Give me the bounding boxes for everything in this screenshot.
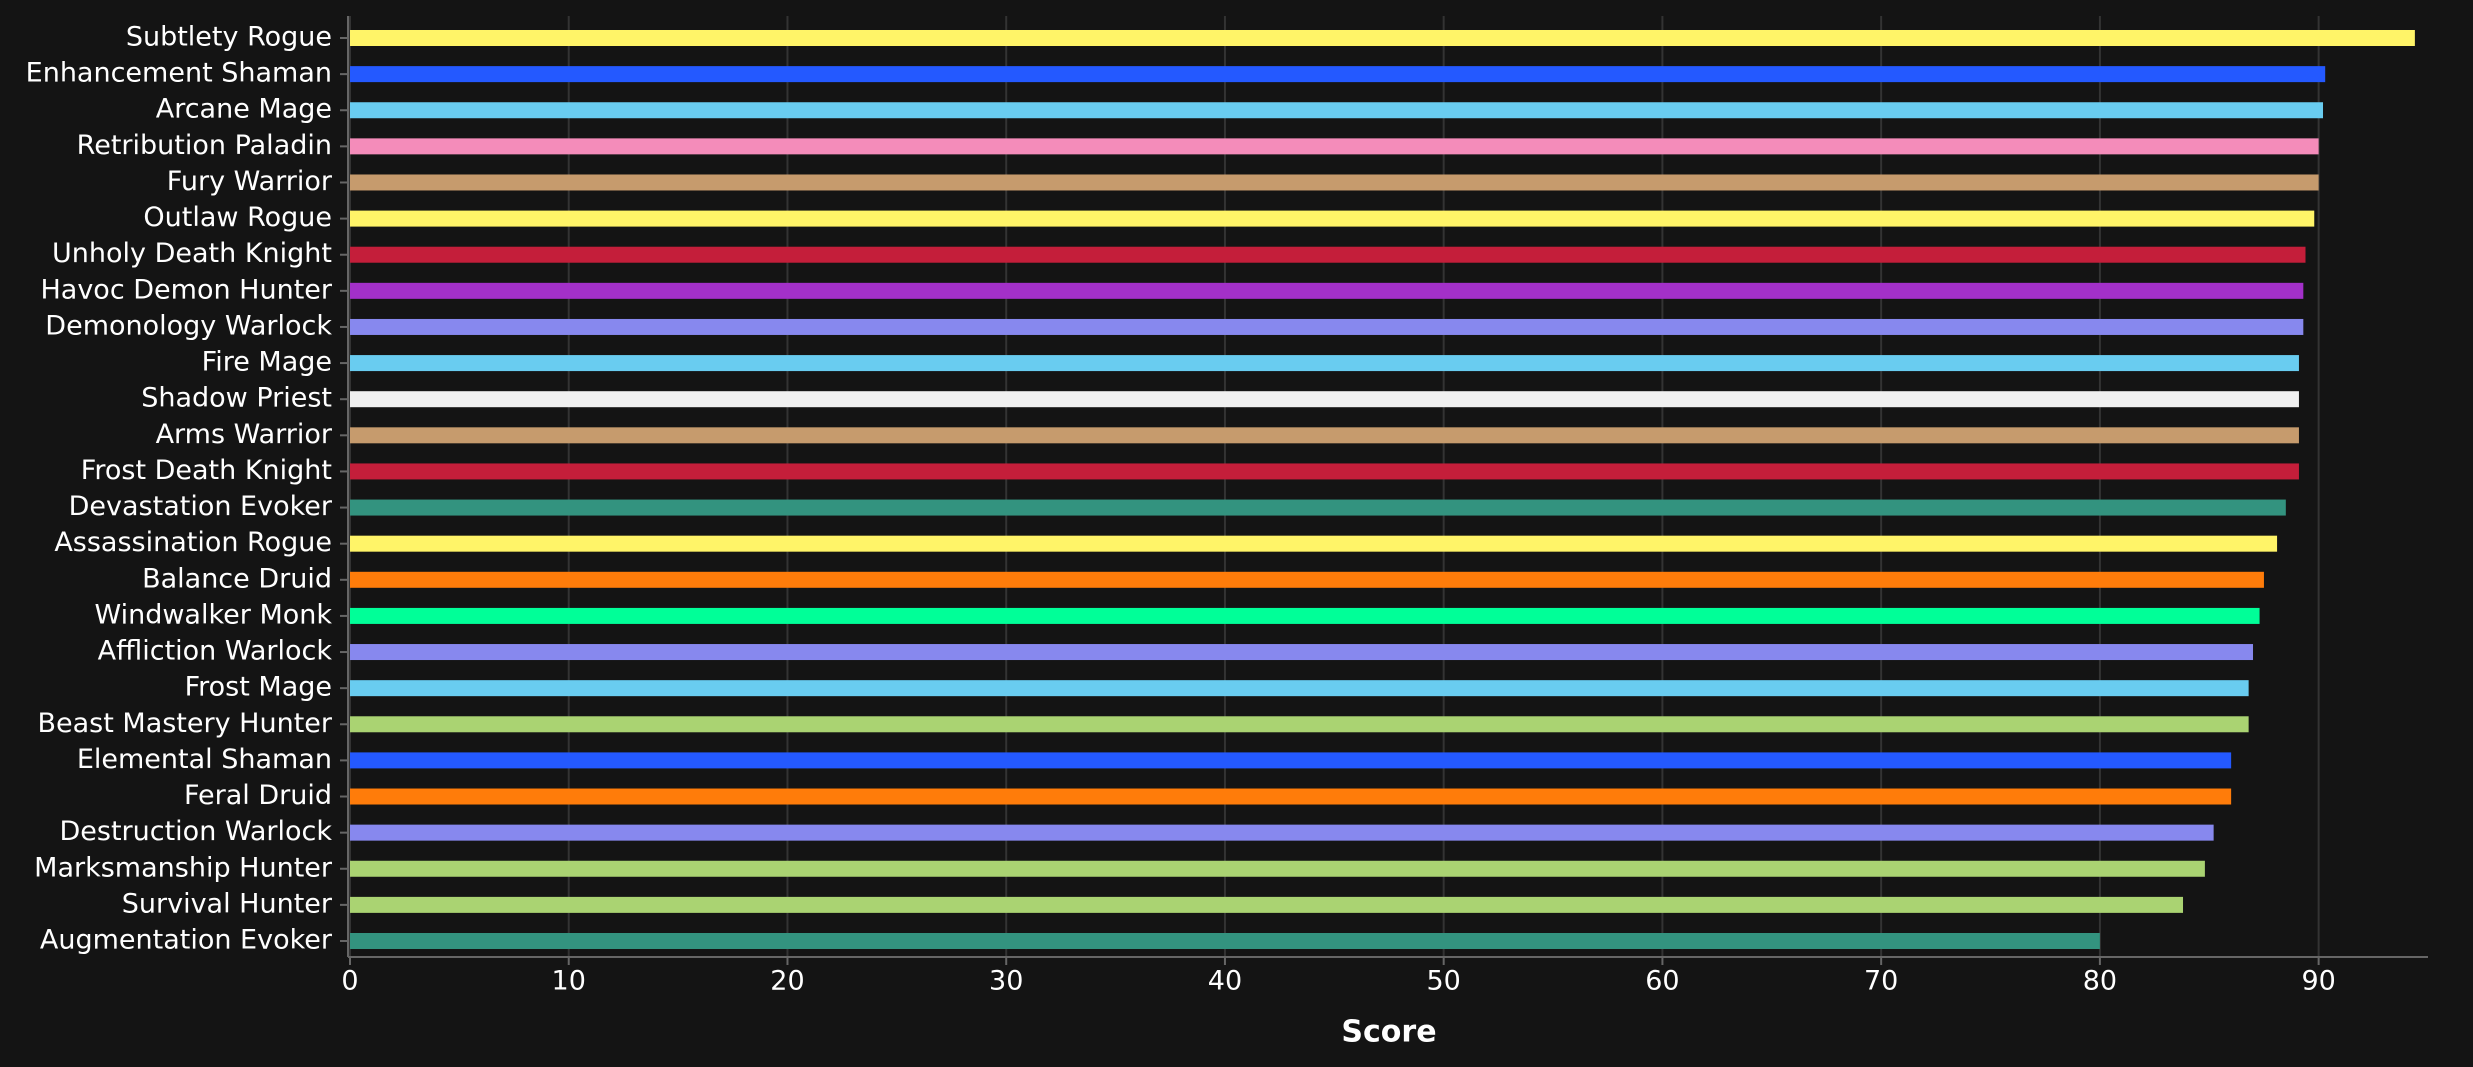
bar xyxy=(350,896,2184,913)
bar xyxy=(350,680,2249,697)
y-tick-label: Feral Druid xyxy=(184,780,332,811)
bar xyxy=(350,644,2254,661)
y-tick-label: Fury Warrior xyxy=(167,166,333,197)
y-tick-label: Arms Warrior xyxy=(156,419,333,450)
bar xyxy=(350,716,2249,733)
x-tick-label: 30 xyxy=(989,966,1023,997)
bar xyxy=(350,824,2214,841)
y-tick-label: Frost Death Knight xyxy=(81,455,332,486)
x-tick-label: 90 xyxy=(2301,966,2335,997)
bar xyxy=(350,607,2260,624)
bar xyxy=(350,282,2304,299)
bar xyxy=(350,30,2415,46)
y-tick-label: Affliction Warlock xyxy=(98,636,333,667)
bar xyxy=(350,427,2299,444)
bar xyxy=(350,174,2319,191)
bar xyxy=(350,752,2232,769)
bar xyxy=(350,571,2264,588)
y-tick-label: Frost Mage xyxy=(185,672,332,703)
bar xyxy=(350,102,2324,119)
y-tick-label: Assassination Rogue xyxy=(54,527,332,558)
x-tick-label: 0 xyxy=(341,966,358,997)
x-tick-label: 50 xyxy=(1427,966,1461,997)
bar xyxy=(350,499,2286,516)
y-tick-label: Windwalker Monk xyxy=(94,599,332,630)
bar xyxy=(350,355,2299,372)
x-axis-label: Score xyxy=(1341,1015,1436,1050)
x-tick-label: 10 xyxy=(552,966,586,997)
y-tick-label: Balance Druid xyxy=(142,563,332,594)
y-tick-label: Outlaw Rogue xyxy=(143,202,332,233)
bar xyxy=(350,860,2205,877)
y-tick-label: Augmentation Evoker xyxy=(40,925,333,956)
bar xyxy=(350,246,2306,263)
y-tick-label: Marksmanship Hunter xyxy=(34,852,333,883)
y-tick-label: Havoc Demon Hunter xyxy=(40,274,332,305)
x-tick-label: 60 xyxy=(1645,966,1679,997)
x-tick-label: 40 xyxy=(1208,966,1242,997)
y-tick-label: Unholy Death Knight xyxy=(52,238,332,269)
bar xyxy=(350,391,2299,408)
x-tick-label: 70 xyxy=(1864,966,1898,997)
y-tick-label: Subtlety Rogue xyxy=(126,22,332,53)
y-tick-label: Destruction Warlock xyxy=(59,816,332,847)
y-tick-label: Demonology Warlock xyxy=(45,310,332,341)
y-tick-label: Survival Hunter xyxy=(122,888,333,919)
y-tick-label: Devastation Evoker xyxy=(69,491,333,522)
bar xyxy=(350,66,2326,83)
bar xyxy=(350,318,2304,335)
y-tick-label: Shadow Priest xyxy=(141,383,332,414)
bar xyxy=(350,138,2319,155)
bar xyxy=(350,788,2232,805)
y-tick-label: Fire Mage xyxy=(202,347,332,378)
y-tick-label: Beast Mastery Hunter xyxy=(37,708,332,739)
x-tick-label: 20 xyxy=(770,966,804,997)
bar xyxy=(350,210,2315,227)
bar xyxy=(350,933,2100,949)
bar xyxy=(350,535,2278,552)
y-tick-label: Elemental Shaman xyxy=(77,744,332,775)
x-tick-label: 80 xyxy=(2083,966,2117,997)
bar xyxy=(350,463,2299,480)
y-tick-label: Enhancement Shaman xyxy=(26,58,332,89)
y-tick-label: Arcane Mage xyxy=(156,94,332,125)
y-tick-label: Retribution Paladin xyxy=(77,130,332,161)
